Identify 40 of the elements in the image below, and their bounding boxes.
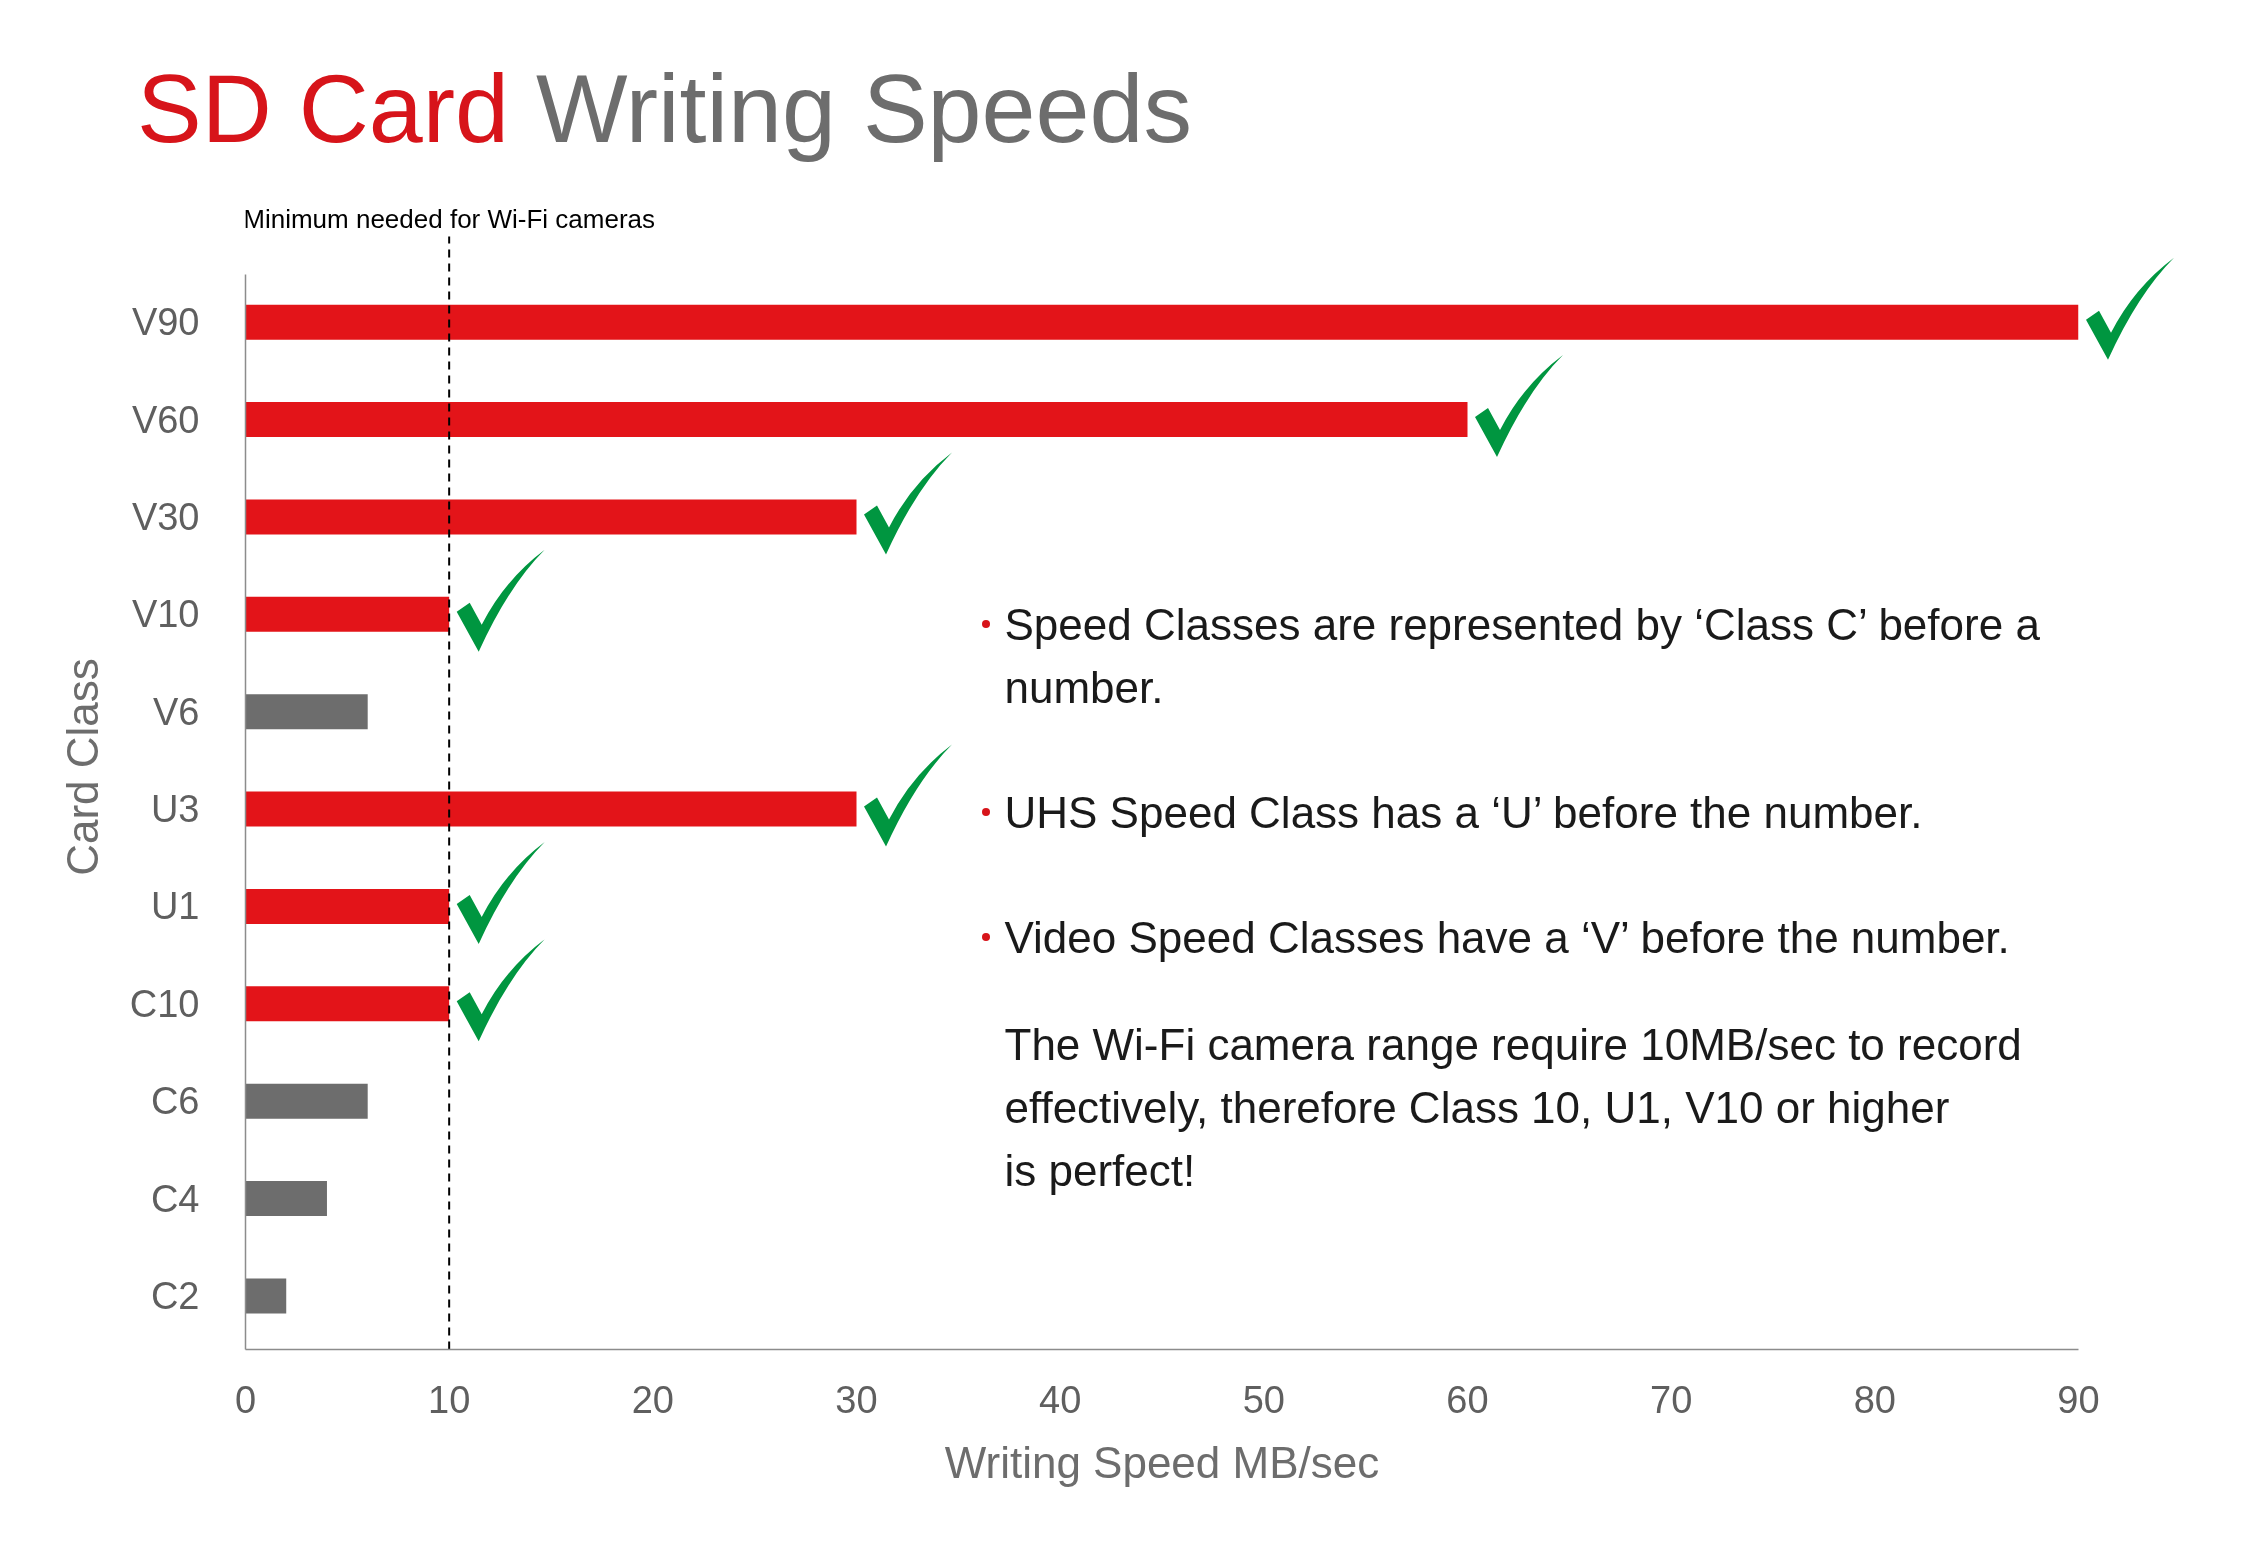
- y-tick-label: V10: [131, 593, 200, 636]
- bar: [245, 694, 368, 730]
- y-tick-label: C6: [150, 1080, 200, 1123]
- x-tick-label: 0: [234, 1378, 257, 1421]
- ref-line-label: Minimum needed for Wi-Fi cameras: [243, 203, 656, 234]
- x-tick-label: 70: [1650, 1378, 1693, 1421]
- y-axis-title: Card Class: [57, 658, 107, 876]
- x-tick-label: 60: [1446, 1378, 1489, 1421]
- x-tick-label: 30: [835, 1378, 878, 1421]
- chart-title: SD Card Writing Speeds: [137, 54, 1192, 163]
- y-tick-label: V6: [153, 690, 200, 733]
- y-tick-label: V60: [131, 398, 200, 441]
- bar: [245, 1083, 368, 1119]
- bar: [245, 1181, 327, 1217]
- x-tick-label: 80: [1853, 1378, 1896, 1421]
- bar: [245, 888, 450, 924]
- y-tick-label: V90: [131, 301, 200, 344]
- y-tick-label: C2: [150, 1274, 200, 1317]
- bar: [245, 1278, 287, 1314]
- bar: [245, 596, 450, 632]
- bar: [245, 499, 857, 535]
- y-tick-label: C10: [129, 982, 200, 1025]
- annotation: Speed Classes are represented by ‘Class C’ before a number.: [1004, 600, 2041, 713]
- annotation: The Wi-Fi camera range require 10MB/sec to record effectively, therefore Class 10, U1, V10 or higher is perfect!: [1004, 1020, 2022, 1195]
- bar: [245, 791, 857, 827]
- y-tick-label: V30: [131, 495, 200, 538]
- y-tick-label: U3: [150, 788, 200, 831]
- x-tick-label: 40: [1039, 1378, 1082, 1421]
- x-tick-label: 50: [1242, 1378, 1285, 1421]
- bar: [245, 402, 1468, 438]
- annotation: Video Speed Classes have a ‘V’ before the number.: [1004, 913, 2010, 963]
- y-tick-label: U1: [150, 885, 200, 928]
- x-axis-title: Writing Speed MB/sec: [944, 1437, 1380, 1487]
- y-tick-label: C4: [150, 1177, 200, 1220]
- bar: [245, 304, 2079, 340]
- bar: [245, 986, 450, 1022]
- x-tick-label: 10: [428, 1378, 471, 1421]
- x-tick-label: 20: [631, 1378, 674, 1421]
- annotation: UHS Speed Class has a ‘U’ before the number.: [1004, 788, 1923, 838]
- x-tick-label: 90: [2057, 1378, 2100, 1421]
